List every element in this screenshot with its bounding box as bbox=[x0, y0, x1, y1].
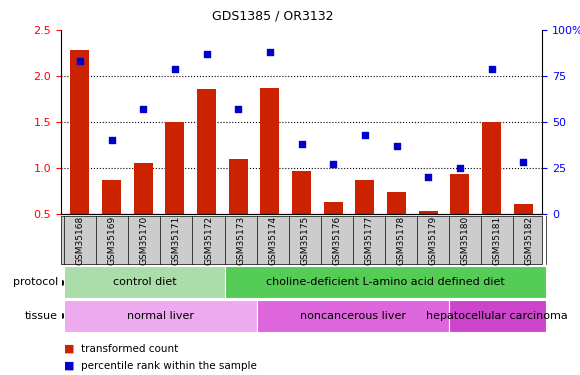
Text: transformed count: transformed count bbox=[81, 344, 179, 354]
Bar bbox=[514, 204, 533, 214]
Text: GSM35170: GSM35170 bbox=[140, 215, 149, 265]
Bar bbox=[70, 50, 89, 214]
Point bbox=[265, 49, 274, 55]
Text: protocol: protocol bbox=[13, 277, 58, 287]
Bar bbox=[387, 192, 406, 214]
Point bbox=[329, 161, 338, 167]
Point bbox=[75, 58, 85, 64]
Bar bbox=[260, 88, 280, 214]
Text: GSM35176: GSM35176 bbox=[332, 215, 342, 265]
Text: control diet: control diet bbox=[113, 277, 176, 287]
Text: noncancerous liver: noncancerous liver bbox=[300, 311, 406, 321]
Point bbox=[139, 106, 148, 112]
Text: percentile rank within the sample: percentile rank within the sample bbox=[81, 361, 257, 370]
Text: GSM35168: GSM35168 bbox=[75, 215, 85, 265]
Text: ■: ■ bbox=[64, 361, 74, 370]
Bar bbox=[102, 180, 121, 214]
Text: GSM35171: GSM35171 bbox=[172, 215, 181, 265]
Text: GSM35180: GSM35180 bbox=[461, 215, 470, 265]
Point bbox=[234, 106, 243, 112]
Text: GSM35174: GSM35174 bbox=[268, 215, 277, 265]
Text: ▶: ▶ bbox=[62, 311, 68, 320]
Text: GSM35182: GSM35182 bbox=[525, 215, 534, 265]
Text: GSM35172: GSM35172 bbox=[204, 215, 213, 265]
Text: GSM35175: GSM35175 bbox=[300, 215, 309, 265]
Bar bbox=[134, 163, 153, 214]
Bar bbox=[451, 174, 469, 214]
Point bbox=[455, 165, 465, 171]
Bar bbox=[419, 211, 438, 214]
Bar bbox=[482, 122, 501, 214]
Point bbox=[107, 137, 116, 143]
Text: GDS1385 / OR3132: GDS1385 / OR3132 bbox=[212, 9, 334, 22]
Text: GSM35177: GSM35177 bbox=[364, 215, 374, 265]
Point bbox=[360, 132, 369, 138]
Point bbox=[171, 66, 180, 72]
Text: GSM35173: GSM35173 bbox=[236, 215, 245, 265]
Bar bbox=[229, 159, 248, 214]
Text: tissue: tissue bbox=[25, 311, 58, 321]
Bar bbox=[324, 202, 343, 214]
Text: normal liver: normal liver bbox=[127, 311, 194, 321]
Bar bbox=[292, 171, 311, 214]
Text: GSM35169: GSM35169 bbox=[108, 215, 117, 265]
Text: GSM35181: GSM35181 bbox=[493, 215, 502, 265]
Text: ▶: ▶ bbox=[62, 278, 68, 286]
Point bbox=[487, 66, 496, 72]
Text: ■: ■ bbox=[64, 344, 74, 354]
Bar bbox=[356, 180, 375, 214]
Point bbox=[202, 51, 211, 57]
Point bbox=[297, 141, 306, 147]
Point bbox=[423, 174, 433, 180]
Text: GSM35178: GSM35178 bbox=[397, 215, 405, 265]
Point bbox=[519, 159, 528, 165]
Point bbox=[392, 143, 401, 149]
Text: GSM35179: GSM35179 bbox=[429, 215, 438, 265]
Text: hepatocellular carcinoma: hepatocellular carcinoma bbox=[426, 311, 568, 321]
Bar bbox=[197, 89, 216, 214]
Text: choline-deficient L-amino acid defined diet: choline-deficient L-amino acid defined d… bbox=[266, 277, 505, 287]
Bar bbox=[165, 122, 184, 214]
